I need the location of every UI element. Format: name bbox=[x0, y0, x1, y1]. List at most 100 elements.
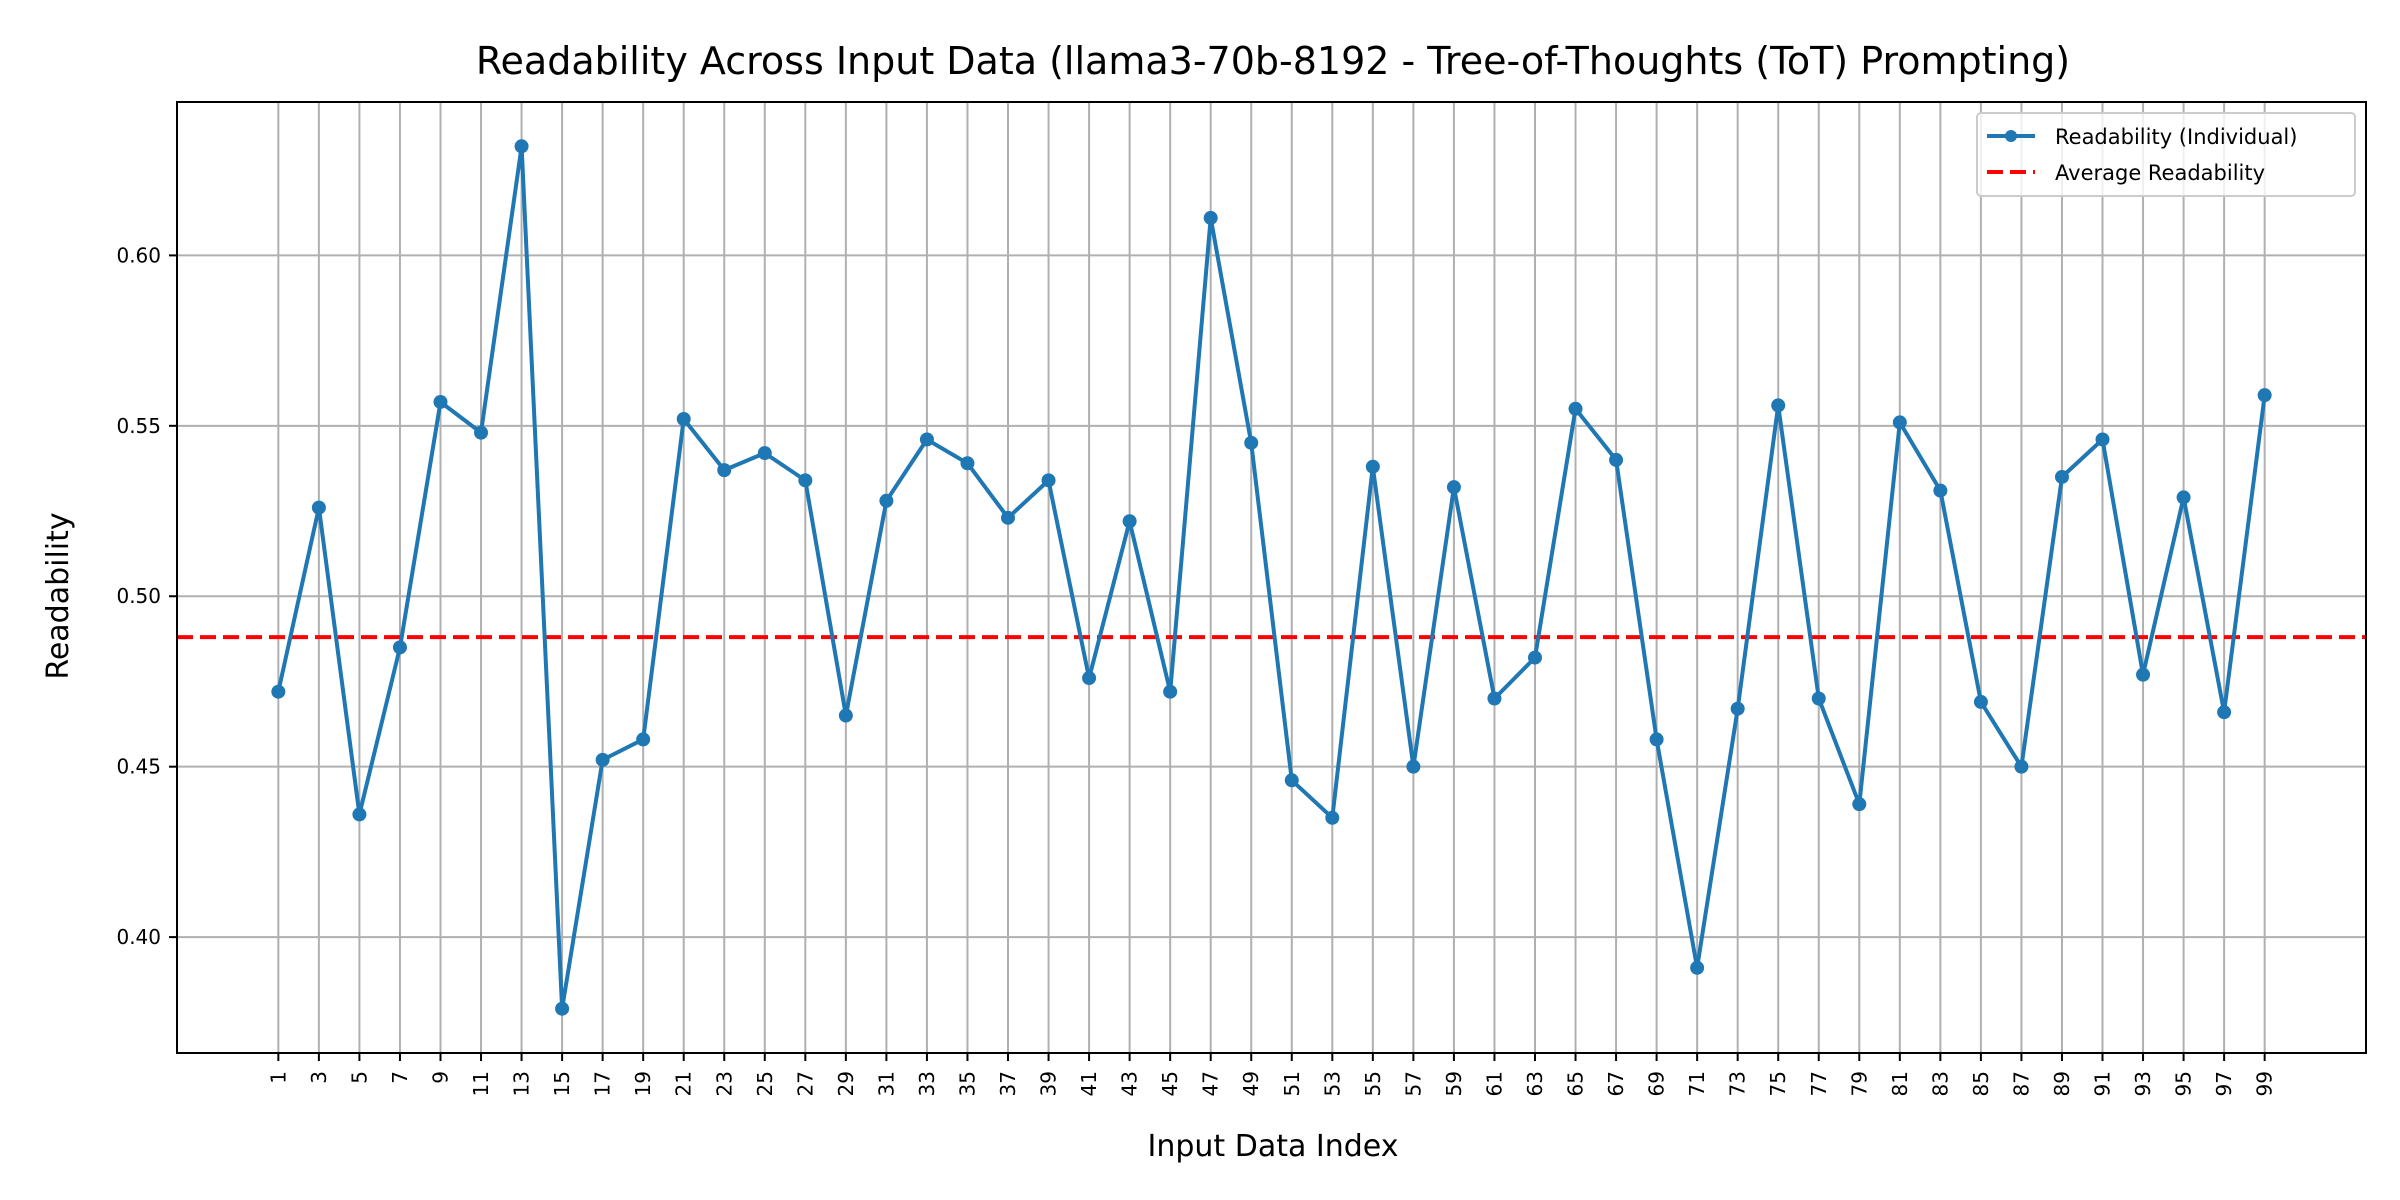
data-point bbox=[1284, 773, 1299, 788]
data-point bbox=[392, 640, 407, 655]
x-tick-label: 11 bbox=[469, 1071, 493, 1096]
data-point bbox=[838, 708, 853, 723]
legend-marker-individual bbox=[2005, 130, 2017, 142]
chart-title: Readability Across Input Data (llama3-70… bbox=[476, 39, 2070, 83]
data-point bbox=[2014, 759, 2029, 774]
x-tick-label: 55 bbox=[1361, 1071, 1385, 1096]
data-point bbox=[1527, 650, 1542, 665]
x-tick-label: 83 bbox=[1928, 1071, 1952, 1096]
y-axis-label: Readability bbox=[41, 512, 76, 679]
legend-box bbox=[1976, 112, 2356, 197]
series-layer bbox=[271, 139, 2272, 1016]
data-point bbox=[1609, 452, 1624, 467]
y-tick-label: 0.60 bbox=[116, 243, 161, 267]
data-point bbox=[1852, 797, 1867, 812]
x-tick-label: 67 bbox=[1604, 1071, 1628, 1096]
data-point bbox=[1163, 684, 1178, 699]
data-point bbox=[1082, 671, 1097, 686]
data-point bbox=[1203, 210, 1218, 225]
x-tick-label: 21 bbox=[672, 1071, 696, 1096]
data-point bbox=[1365, 459, 1380, 474]
data-point bbox=[676, 412, 691, 426]
x-tick-label: 99 bbox=[2253, 1071, 2277, 1096]
x-tick-label: 19 bbox=[631, 1071, 655, 1096]
x-tick-label: 9 bbox=[428, 1071, 452, 1084]
data-point bbox=[2054, 469, 2069, 484]
x-tick-label: 61 bbox=[1482, 1071, 1506, 1096]
plot-frame bbox=[176, 101, 2367, 1054]
x-tick-label: 97 bbox=[2212, 1071, 2236, 1096]
x-tick-label: 79 bbox=[1847, 1071, 1871, 1096]
x-tick-label: 49 bbox=[1239, 1071, 1263, 1096]
x-tick-label: 45 bbox=[1158, 1071, 1182, 1096]
x-tick-label: 95 bbox=[2172, 1071, 2196, 1096]
data-point bbox=[514, 139, 529, 154]
x-tick-label: 53 bbox=[1320, 1071, 1344, 1096]
data-point bbox=[960, 456, 975, 471]
x-tick-label: 65 bbox=[1564, 1071, 1588, 1096]
y-tick-label: 0.50 bbox=[116, 584, 161, 608]
x-tick-label: 91 bbox=[2091, 1071, 2115, 1096]
data-point bbox=[919, 432, 934, 447]
y-tick-label: 0.40 bbox=[116, 925, 161, 949]
data-point bbox=[555, 1001, 570, 1016]
x-tick-label: 5 bbox=[347, 1071, 371, 1084]
x-tick-label: 37 bbox=[996, 1071, 1020, 1096]
data-point bbox=[1325, 810, 1340, 825]
data-point bbox=[1446, 480, 1461, 495]
data-point bbox=[1487, 691, 1502, 706]
data-point bbox=[757, 446, 772, 461]
data-point bbox=[1933, 483, 1948, 498]
data-point bbox=[433, 394, 448, 409]
x-axis-label: Input Data Index bbox=[1148, 1129, 1399, 1164]
y-tick-label: 0.55 bbox=[116, 414, 161, 438]
data-point bbox=[1892, 415, 1907, 430]
legend-label-average: Average Readability bbox=[2055, 161, 2265, 185]
x-tick-label: 31 bbox=[874, 1071, 898, 1096]
data-point bbox=[352, 807, 367, 822]
x-tick-label: 51 bbox=[1280, 1071, 1304, 1096]
x-tick-label: 23 bbox=[712, 1071, 736, 1096]
data-point bbox=[1568, 401, 1583, 416]
x-tick-label: 63 bbox=[1523, 1071, 1547, 1096]
data-point bbox=[1649, 732, 1664, 747]
data-point bbox=[798, 473, 813, 488]
x-tick-label: 25 bbox=[753, 1071, 777, 1096]
grid-lines bbox=[177, 102, 2366, 1053]
data-point bbox=[717, 463, 732, 478]
x-tick-label: 81 bbox=[1888, 1071, 1912, 1096]
x-tick-label: 29 bbox=[834, 1071, 858, 1096]
x-tick-label: 35 bbox=[955, 1071, 979, 1096]
data-point bbox=[474, 425, 489, 440]
x-tick-label: 89 bbox=[2050, 1071, 2074, 1096]
data-point bbox=[879, 493, 894, 508]
x-tick-label: 93 bbox=[2131, 1071, 2155, 1096]
x-axis-ticks: 1 3 5 7 9 11 13 15 17 19 21 23 25 27 29 31 33 35 37 39 41 43 4… bbox=[266, 1053, 2277, 1096]
data-point bbox=[636, 732, 651, 747]
x-tick-label: 69 bbox=[1645, 1071, 1669, 1096]
x-tick-label: 77 bbox=[1807, 1071, 1831, 1096]
x-tick-label: 47 bbox=[1199, 1071, 1223, 1096]
x-tick-label: 7 bbox=[388, 1071, 412, 1084]
data-point bbox=[311, 500, 326, 515]
x-tick-label: 59 bbox=[1442, 1071, 1466, 1096]
data-point bbox=[1001, 510, 1016, 525]
x-tick-label: 87 bbox=[2009, 1071, 2033, 1096]
x-tick-label: 57 bbox=[1401, 1071, 1425, 1096]
data-point bbox=[1973, 694, 1988, 709]
legend: Readability (Individual) Average Readabi… bbox=[1976, 112, 2356, 197]
readability-individual-line bbox=[276, 144, 2267, 1011]
data-point bbox=[2257, 388, 2272, 403]
x-tick-label: 13 bbox=[510, 1071, 534, 1096]
data-point bbox=[271, 684, 286, 699]
x-tick-label: 1 bbox=[266, 1071, 290, 1084]
x-tick-label: 27 bbox=[793, 1071, 817, 1096]
x-tick-label: 71 bbox=[1685, 1071, 1709, 1096]
x-tick-label: 75 bbox=[1766, 1071, 1790, 1096]
x-tick-label: 17 bbox=[591, 1071, 615, 1096]
y-axis-ticks: 0.40 0.45 0.50 0.55 0.60 bbox=[116, 243, 177, 949]
data-point bbox=[1244, 435, 1259, 450]
data-point bbox=[1406, 759, 1421, 774]
